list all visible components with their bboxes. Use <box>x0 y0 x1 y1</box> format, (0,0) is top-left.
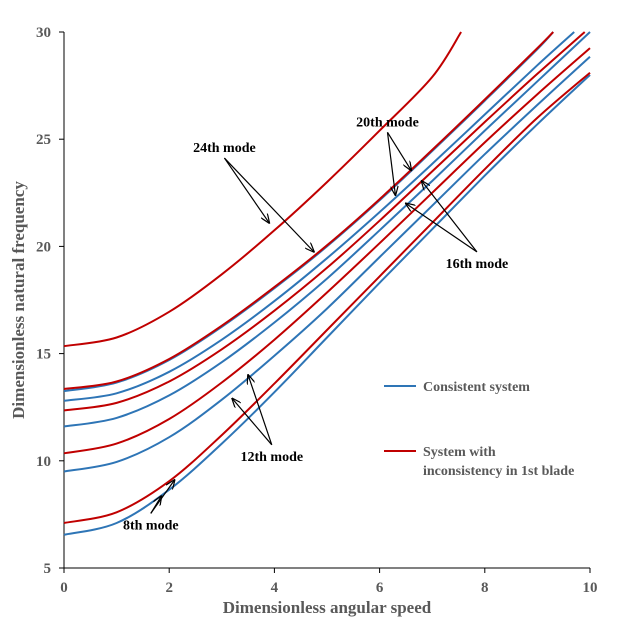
x-tick-label: 2 <box>165 580 173 596</box>
series-line-16th-4 <box>63 31 591 428</box>
y-tick-label: 15 <box>36 347 51 363</box>
annotation-arrow <box>406 204 478 253</box>
annotation-label: 16th mode <box>446 257 509 272</box>
series-line-20th-8 <box>63 31 554 390</box>
legend-label-consistent: Consistent system <box>423 380 530 395</box>
series-line-12th-2 <box>63 55 591 473</box>
annotation-label: 8th mode <box>123 518 179 533</box>
x-tick-label: 4 <box>271 580 279 596</box>
annotation-arrow <box>223 157 269 223</box>
series-line-8th-1 <box>63 71 591 524</box>
y-tick-label: 30 <box>36 25 51 41</box>
series-line-20th-7 <box>63 31 554 393</box>
annotations: 24th mode 20th mode 16th mode 12th mode 8th … <box>123 115 508 533</box>
x-tick-label: 8 <box>481 580 489 596</box>
legend-label-inconsistent: System with inconsistency in 1st blade <box>423 445 574 479</box>
plot-lines <box>63 31 591 536</box>
annotation-arrow <box>232 399 273 446</box>
x-tick-label: 6 <box>376 580 384 596</box>
x-tick-label: 10 <box>583 580 598 596</box>
axes: 5 10 15 20 25 30 0 2 4 6 8 10 Dimensionless angular … <box>9 25 598 617</box>
series-line-20th-6 <box>63 31 575 402</box>
series-line-16th-5 <box>63 31 586 412</box>
y-tick-label: 25 <box>36 132 51 148</box>
annotation-arrow <box>223 157 313 252</box>
annotation-arrow <box>150 480 175 514</box>
annotation-label: 20th mode <box>356 115 419 130</box>
annotation-arrow <box>422 181 478 253</box>
series-line-12th-3 <box>63 47 591 455</box>
annotation-arrow <box>248 375 273 445</box>
y-axis-title: Dimensionless natural frequency <box>9 181 28 419</box>
legend: Consistent system System with inconsisten… <box>384 380 574 479</box>
x-axis-title: Dimensionless angular speed <box>223 598 432 617</box>
y-tick-label: 5 <box>44 561 52 577</box>
y-tick-label: 10 <box>36 454 51 470</box>
annotation-label: 24th mode <box>193 141 256 156</box>
annotation-arrow <box>386 132 411 170</box>
annotation-arrow <box>386 132 395 195</box>
x-tick-label: 0 <box>60 580 68 596</box>
annotation-label: 12th mode <box>240 450 303 465</box>
series-line-24th-9 <box>63 31 462 348</box>
y-tick-label: 20 <box>36 239 51 255</box>
